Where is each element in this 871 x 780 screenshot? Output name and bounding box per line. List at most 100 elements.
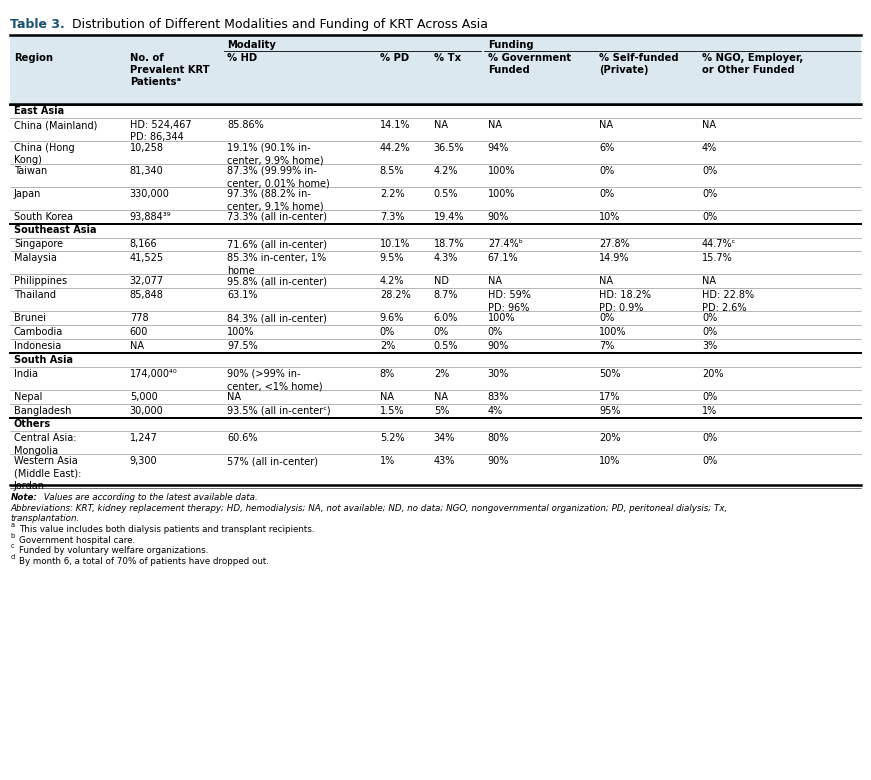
Text: 100%: 100% [488,189,516,199]
Text: 3%: 3% [702,341,718,351]
Text: Malaysia: Malaysia [14,254,57,264]
Text: 1%: 1% [702,406,718,416]
Text: % HD: % HD [227,53,258,63]
Text: Abbreviations: KRT, kidney replacement therapy; HD, hemodialysis; NA, not availa: Abbreviations: KRT, kidney replacement t… [10,504,727,512]
Text: Western Asia
(Middle East):
Jordan: Western Asia (Middle East): Jordan [14,456,81,491]
Text: 95.8% (all in-center): 95.8% (all in-center) [227,276,327,286]
Text: 9,300: 9,300 [130,456,158,466]
Text: 0.5%: 0.5% [434,341,458,351]
Text: 100%: 100% [227,327,255,337]
Text: 10%: 10% [599,456,621,466]
Text: 60.6%: 60.6% [227,433,258,443]
Text: Others: Others [14,419,51,429]
Text: 174,000⁴⁰: 174,000⁴⁰ [130,369,178,379]
Text: Region: Region [14,53,53,63]
Text: 9.6%: 9.6% [380,313,404,323]
Text: 0%: 0% [702,189,718,199]
Text: 14.9%: 14.9% [599,254,630,264]
Text: 0%: 0% [599,189,615,199]
Text: 0%: 0% [702,313,718,323]
Text: 36.5%: 36.5% [434,143,464,153]
Text: Central Asia:
Mongolia: Central Asia: Mongolia [14,433,77,456]
Text: 30,000: 30,000 [130,406,164,416]
Text: 0.5%: 0.5% [434,189,458,199]
Text: 8%: 8% [380,369,395,379]
Text: 0%: 0% [434,327,449,337]
Text: HD: 22.8%
PD: 2.6%: HD: 22.8% PD: 2.6% [702,290,754,313]
Text: % PD: % PD [380,53,408,63]
Text: NA: NA [434,120,448,130]
Text: East Asia: East Asia [14,106,64,116]
Text: Table 3.: Table 3. [10,18,65,31]
Text: 1,247: 1,247 [130,433,158,443]
Text: NA: NA [488,276,502,286]
Text: 83%: 83% [488,392,510,402]
Text: 97.5%: 97.5% [227,341,258,351]
Text: Government hospital care.: Government hospital care. [19,536,135,544]
Text: 27.4%ᵇ: 27.4%ᵇ [488,239,523,250]
Text: 6.0%: 6.0% [434,313,458,323]
Text: 97.3% (88.2% in-
center, 9.1% home): 97.3% (88.2% in- center, 9.1% home) [227,189,324,211]
Text: Note:: Note: [10,493,37,502]
Text: 93.5% (all in-centerᶜ): 93.5% (all in-centerᶜ) [227,406,331,416]
Text: 44.2%: 44.2% [380,143,410,153]
Text: 6%: 6% [599,143,615,153]
Text: Japan: Japan [14,189,41,199]
Text: 8.5%: 8.5% [380,166,404,176]
Text: South Korea: South Korea [14,211,73,222]
Text: 2.2%: 2.2% [380,189,404,199]
Text: 7%: 7% [599,341,615,351]
Bar [10,35,861,104]
Text: Cambodia: Cambodia [14,327,64,337]
Text: Indonesia: Indonesia [14,341,61,351]
Text: 17%: 17% [599,392,621,402]
Text: 90%: 90% [488,341,510,351]
Text: transplantation.: transplantation. [10,515,80,523]
Text: 63.1%: 63.1% [227,290,258,300]
Text: 18.7%: 18.7% [434,239,464,250]
Text: 0%: 0% [599,313,615,323]
Text: 34%: 34% [434,433,456,443]
Text: 90%: 90% [488,211,510,222]
Text: 0%: 0% [702,456,718,466]
Text: 0%: 0% [380,327,395,337]
Text: 43%: 43% [434,456,456,466]
Text: 85.86%: 85.86% [227,120,264,130]
Text: 5,000: 5,000 [130,392,158,402]
Text: Funding: Funding [488,40,533,50]
Text: Taiwan: Taiwan [14,166,47,176]
Text: NA: NA [702,120,716,130]
Text: d: d [10,554,15,560]
Text: 30%: 30% [488,369,510,379]
Text: 44.7%ᶜ: 44.7%ᶜ [702,239,736,250]
Text: 20%: 20% [599,433,621,443]
Text: % Tx: % Tx [434,53,461,63]
Text: Singapore: Singapore [14,239,63,250]
Text: NA: NA [488,120,502,130]
Text: NA: NA [599,276,613,286]
Text: 19.1% (90.1% in-
center, 9.9% home): 19.1% (90.1% in- center, 9.9% home) [227,143,324,165]
Text: NA: NA [130,341,144,351]
Text: 7.3%: 7.3% [380,211,404,222]
Text: HD: 18.2%
PD: 0.9%: HD: 18.2% PD: 0.9% [599,290,652,313]
Text: 600: 600 [130,327,148,337]
Text: NA: NA [380,392,394,402]
Text: HD: 59%
PD: 96%: HD: 59% PD: 96% [488,290,530,313]
Text: 85,848: 85,848 [130,290,164,300]
Text: 778: 778 [130,313,148,323]
Text: 4.2%: 4.2% [380,276,404,286]
Text: India: India [14,369,38,379]
Text: 95%: 95% [599,406,621,416]
Text: 10%: 10% [599,211,621,222]
Text: South Asia: South Asia [14,355,73,365]
Text: 8,166: 8,166 [130,239,158,250]
Text: 73.3% (all in-center): 73.3% (all in-center) [227,211,327,222]
Text: 80%: 80% [488,433,510,443]
Text: 57% (all in-center): 57% (all in-center) [227,456,318,466]
Text: 10.1%: 10.1% [380,239,410,250]
Text: 28.2%: 28.2% [380,290,410,300]
Text: 85.3% in-center, 1%
home: 85.3% in-center, 1% home [227,254,327,276]
Text: 90%: 90% [488,456,510,466]
Text: HD: 524,467
PD: 86,344: HD: 524,467 PD: 86,344 [130,120,192,143]
Text: % NGO, Employer,
or Other Funded: % NGO, Employer, or Other Funded [702,53,803,75]
